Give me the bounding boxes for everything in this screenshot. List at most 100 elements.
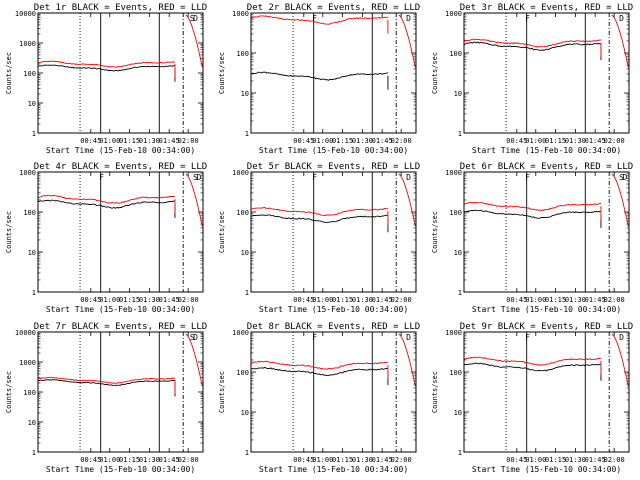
flag-label: F xyxy=(525,173,530,182)
flag-label: S xyxy=(193,173,198,182)
series-line-lld xyxy=(38,60,176,68)
series-line-events xyxy=(464,362,602,372)
plot-frame xyxy=(37,171,204,293)
y-tick-label: 100 xyxy=(236,369,249,377)
flag-label: D xyxy=(196,173,201,182)
x-tick-label: 02:00 xyxy=(604,456,625,464)
y-tick-label: 10 xyxy=(28,249,36,257)
x-tick-label: 02:00 xyxy=(391,456,412,464)
lld-recovery-curve xyxy=(611,14,629,68)
series-line-events xyxy=(38,379,176,386)
x-tick-label: 01:30 xyxy=(352,137,373,145)
lld-recovery-curve xyxy=(185,173,203,227)
x-tick-label: 01:45 xyxy=(159,296,180,304)
lld-recovery-curve xyxy=(398,173,416,227)
x-tick-label: 01:00 xyxy=(525,456,546,464)
plot-frame xyxy=(250,12,417,134)
flag-label: F xyxy=(312,14,317,23)
series-line-lld xyxy=(464,38,602,48)
x-tick-label: 00:45 xyxy=(506,137,527,145)
series-line-lld xyxy=(251,360,388,370)
x-axis-label: Start Time (15-Feb-10 00:34:00) xyxy=(46,305,195,314)
plot-frame xyxy=(250,331,417,453)
y-tick-label: 1000 xyxy=(445,329,462,337)
plot-frame xyxy=(37,331,204,453)
x-tick-label: 01:45 xyxy=(159,137,180,145)
y-tick-label: 1 xyxy=(458,449,462,457)
y-tick-label: 1000 xyxy=(232,329,249,337)
flag-label: F xyxy=(312,333,317,342)
y-tick-label: 10 xyxy=(454,409,462,417)
x-tick-label: 01:30 xyxy=(565,456,586,464)
panel-title: Det 7r BLACK = Events, RED = LLD xyxy=(34,322,207,332)
panel-title: Det 8r BLACK = Events, RED = LLD xyxy=(247,322,420,332)
x-tick-label: 01:00 xyxy=(99,296,120,304)
y-tick-label: 1 xyxy=(245,130,249,138)
x-axis-label: Start Time (15-Feb-10 00:34:00) xyxy=(46,146,195,155)
y-tick-label: 1 xyxy=(32,130,36,138)
y-tick-label: 1000 xyxy=(232,169,249,177)
x-tick-label: 01:00 xyxy=(312,296,333,304)
series-line-events xyxy=(464,41,602,51)
x-tick-label: 01:45 xyxy=(159,456,180,464)
x-tick-label: 01:00 xyxy=(99,456,120,464)
y-tick-label: 1000 xyxy=(19,359,36,367)
plot-frame xyxy=(250,171,417,293)
series-line-events xyxy=(38,199,175,209)
x-tick-label: 01:15 xyxy=(332,137,353,145)
x-tick-label: 01:15 xyxy=(332,456,353,464)
plot-frame xyxy=(463,331,630,453)
y-tick-label: 1 xyxy=(245,449,249,457)
y-tick-label: 10 xyxy=(28,100,36,108)
panel-title: Det 3r BLACK = Events, RED = LLD xyxy=(460,3,633,13)
x-tick-label: 01:45 xyxy=(585,137,606,145)
flag-label: D xyxy=(193,14,198,23)
flag-label: F xyxy=(525,333,530,342)
x-tick-label: 00:45 xyxy=(293,456,314,464)
x-axis-label: Start Time (15-Feb-10 00:34:00) xyxy=(472,146,621,155)
y-tick-label: 1000 xyxy=(232,10,249,18)
y-tick-label: 100 xyxy=(23,389,36,397)
flag-label: D xyxy=(193,333,198,342)
lld-recovery-curve xyxy=(185,14,203,68)
panel-title: Det 2r BLACK = Events, RED = LLD xyxy=(247,3,420,13)
x-axis-label: Start Time (15-Feb-10 00:34:00) xyxy=(259,465,408,474)
panel-8: Det 8r BLACK = Events, RED = LLD Counts/s… xyxy=(218,322,420,474)
x-axis-label: Start Time (15-Feb-10 00:34:00) xyxy=(259,146,408,155)
y-tick-label: 1 xyxy=(32,289,36,297)
y-tick-label: 10 xyxy=(241,409,249,417)
y-tick-label: 10 xyxy=(454,249,462,257)
series-line-lld xyxy=(464,201,601,212)
x-tick-label: 01:00 xyxy=(312,137,333,145)
plot-frame xyxy=(463,171,630,293)
x-tick-label: 01:15 xyxy=(332,296,353,304)
y-axis-label: Counts/sec xyxy=(431,52,439,94)
y-tick-label: 1 xyxy=(32,449,36,457)
y-tick-label: 1000 xyxy=(445,10,462,18)
x-tick-label: 01:30 xyxy=(352,456,373,464)
panel-1: Det 1r BLACK = Events, RED = LLD Counts/s… xyxy=(5,3,207,155)
y-axis-label: Counts/sec xyxy=(431,211,439,253)
y-tick-label: 10 xyxy=(241,90,249,98)
series-line-lld xyxy=(251,15,389,25)
x-tick-label: 02:00 xyxy=(604,296,625,304)
series-line-lld xyxy=(464,356,602,366)
x-tick-label: 01:00 xyxy=(525,137,546,145)
y-tick-label: 100 xyxy=(449,209,462,217)
y-tick-label: 10 xyxy=(28,419,36,427)
x-tick-label: 01:45 xyxy=(372,137,393,145)
panel-9: Det 9r BLACK = Events, RED = LLD Counts/s… xyxy=(431,322,633,474)
series-line-lld xyxy=(38,194,176,204)
y-tick-label: 100 xyxy=(23,209,36,217)
x-tick-label: 01:45 xyxy=(372,456,393,464)
y-axis-label: Counts/sec xyxy=(218,211,226,253)
y-axis-label: Counts/sec xyxy=(5,52,13,94)
x-tick-label: 01:15 xyxy=(119,296,140,304)
x-tick-label: 00:45 xyxy=(506,456,527,464)
flag-label: D xyxy=(406,14,411,23)
lld-recovery-curve xyxy=(185,333,203,387)
y-tick-label: 10000 xyxy=(15,10,36,18)
panel-title: Det 9r BLACK = Events, RED = LLD xyxy=(460,322,633,332)
lld-recovery-curve xyxy=(398,333,416,387)
